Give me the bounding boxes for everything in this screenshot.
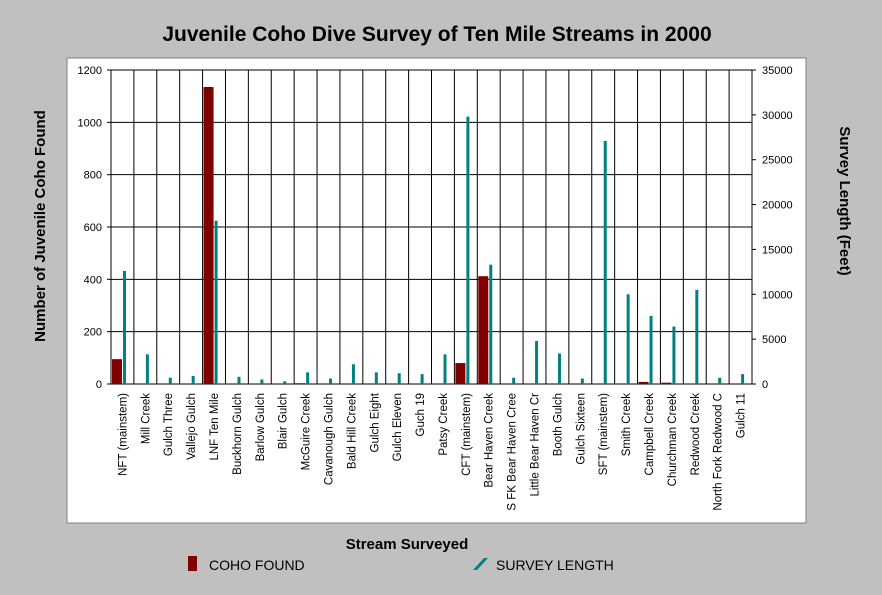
category-label: NFT (mainstem) — [117, 393, 129, 476]
category-label: Gulch Eight — [369, 392, 381, 452]
category-label: Cavanough Gulch — [323, 393, 335, 485]
category-label: Little Bear Haven Cr — [530, 393, 542, 497]
category-label: S FK Bear Haven Cree — [507, 393, 519, 511]
bar-coho-found — [112, 359, 122, 384]
bar-survey-length — [168, 377, 172, 384]
category-label: North Fork Redwood C — [713, 393, 725, 511]
category-label: McGuire Creek — [301, 393, 313, 471]
category-label: LNF Ten Mile — [209, 393, 221, 461]
category-label: Barlow Gulch — [255, 393, 267, 461]
bar-survey-length — [123, 270, 126, 384]
y2-tick-label: 20000 — [762, 200, 793, 212]
bar-survey-length — [306, 372, 310, 384]
bar-survey-length — [420, 374, 424, 384]
chart-title: Juvenile Coho Dive Survey of Ten Mile St… — [162, 23, 711, 46]
category-label: Gulch Three — [163, 393, 175, 456]
category-label: Bald Hill Creek — [346, 393, 358, 469]
legend: COHO FOUND SURVEY LENGTH — [188, 556, 614, 573]
category-label: Gulch 11 — [736, 393, 748, 438]
bar-survey-length — [626, 294, 630, 384]
bar-survey-length — [145, 354, 149, 384]
category-label: Campbell Creek — [644, 393, 656, 476]
bar-coho-found — [661, 382, 672, 384]
bar-survey-length — [603, 140, 607, 384]
y-tick-label: 1200 — [78, 65, 102, 77]
y-axis-left-ticks: 0 200 400 600 800 1000 1200 — [78, 65, 111, 391]
bar-survey-length — [535, 340, 539, 384]
y2-tick-label: 5000 — [762, 334, 786, 346]
y-axis-title: Number of Juvenile Coho Found — [32, 110, 49, 342]
y-axis-right-ticks: 0 5000 10000 15000 20000 25000 30000 35000 — [752, 65, 793, 391]
bar-survey-length — [443, 354, 447, 384]
bar-coho-found — [638, 381, 649, 384]
y2-axis-title: Survey Length (Feet) — [836, 126, 853, 275]
category-label: Buckhorn Gulch — [232, 393, 244, 475]
category-label: CFT (mainstem) — [461, 393, 473, 476]
y-tick-label: 800 — [84, 170, 102, 182]
bar-survey-length — [237, 376, 241, 384]
category-label: Smith Creek — [621, 393, 633, 457]
bar-survey-length — [718, 377, 722, 384]
category-label: Guch 19 — [415, 393, 427, 436]
legend-label-survey: SURVEY LENGTH — [496, 557, 614, 573]
bar-survey-length — [397, 373, 401, 384]
category-label: Blair Gulch — [278, 393, 290, 449]
category-label: Patsy Creek — [438, 393, 450, 456]
category-label: Vallejo Gulch — [186, 393, 198, 460]
bar-survey-length — [557, 353, 561, 384]
category-label: Booth Gulch — [552, 393, 564, 456]
category-label: SFT (mainstem) — [598, 393, 610, 475]
y2-tick-label: 10000 — [762, 289, 793, 301]
bar-survey-length — [374, 372, 378, 384]
bar-survey-length — [351, 364, 355, 384]
category-label: Mill Creek — [140, 393, 152, 444]
bar-coho-found — [478, 276, 489, 384]
y-tick-label: 1000 — [78, 117, 102, 129]
x-axis-title: Stream Surveyed — [346, 536, 469, 553]
y-tick-label: 400 — [84, 274, 102, 286]
gridlines — [110, 69, 753, 385]
bar-survey-length — [695, 289, 699, 384]
legend-label-coho: COHO FOUND — [209, 557, 305, 573]
y2-tick-label: 30000 — [762, 110, 793, 122]
bar-survey-length — [191, 375, 195, 384]
y2-tick-label: 0 — [762, 379, 768, 391]
bar-survey-length — [649, 315, 653, 384]
category-label: Churchman Creek — [667, 393, 679, 487]
y2-tick-label: 35000 — [762, 65, 793, 77]
bar-survey-length — [512, 377, 516, 384]
y-tick-label: 0 — [96, 379, 102, 391]
bar-survey-length — [214, 220, 218, 384]
bar-survey-length — [489, 264, 493, 384]
legend-swatch-coho — [188, 556, 197, 571]
y2-tick-label: 25000 — [762, 155, 793, 167]
y2-tick-label: 15000 — [762, 244, 793, 256]
y-tick-label: 600 — [84, 222, 102, 234]
category-label: Bear Haven Creek — [484, 393, 496, 488]
bar-survey-length — [466, 116, 470, 384]
bar-survey-length — [741, 374, 745, 384]
bar-coho-found — [203, 87, 214, 384]
y-tick-label: 200 — [84, 327, 102, 339]
bars — [112, 87, 745, 384]
bar-coho-found — [455, 363, 466, 384]
category-label: Redwood Creek — [690, 393, 702, 476]
bar-survey-length — [283, 381, 287, 384]
bar-survey-length — [672, 326, 676, 384]
bar-survey-length — [329, 378, 333, 384]
category-label: Gulch Sixteen — [575, 393, 587, 465]
bar-survey-length — [580, 378, 584, 384]
bar-coho-found — [295, 383, 306, 384]
legend-swatch-survey — [473, 558, 488, 570]
category-label: Gulch Eleven — [392, 393, 404, 461]
bar-survey-length — [260, 379, 264, 384]
category-labels: NFT (mainstem) Mill Creek Gulch Three Valle… — [117, 392, 747, 510]
